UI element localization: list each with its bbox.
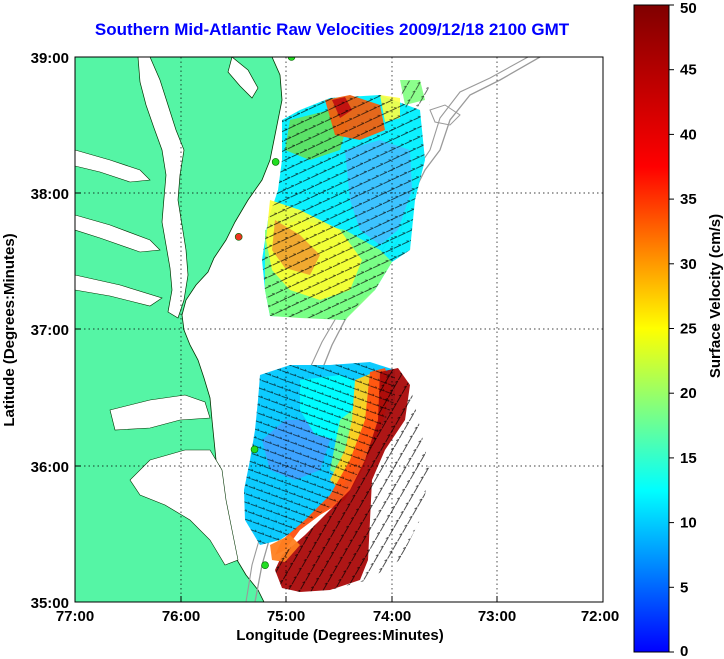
colorbar-tick-label: 40	[680, 126, 697, 143]
station-3	[234, 233, 243, 241]
chesapeake-bay	[137, 57, 189, 319]
y-tick-label: 36:00	[31, 459, 69, 476]
map-title: Southern Mid-Atlantic Raw Velocities 200…	[94, 20, 570, 39]
colorbar-label: Surface Velocity (cm/s)	[707, 214, 724, 378]
velocity-vectors-north	[262, 95, 425, 320]
station-5	[261, 561, 269, 570]
y-tick-label: 37:00	[31, 322, 69, 339]
delaware-bay	[227, 57, 259, 99]
y-tick-label: 38:00	[31, 186, 69, 203]
y-tick-label: 39:00	[31, 50, 69, 67]
station-2	[271, 158, 280, 166]
x-tick-label: 73:00	[478, 608, 516, 625]
x-tick-label: 75:00	[267, 608, 305, 625]
colorbar-tick-label: 50	[680, 0, 697, 17]
velocity-vectors-strong	[275, 368, 430, 592]
colorbar-tick-label: 35	[680, 191, 697, 208]
axis-ticks	[74, 56, 604, 603]
station-markers	[234, 57, 296, 570]
x-axis-label: Longitude (Degrees:Minutes)	[236, 627, 444, 644]
station-1	[287, 57, 296, 61]
velocity-vectors-offshore	[398, 80, 430, 108]
colorbar-tick-label: 45	[680, 62, 697, 79]
grid	[75, 57, 603, 602]
inlet-river-3	[75, 274, 163, 307]
inlet-river-1	[75, 149, 151, 183]
inlet-river-2	[75, 214, 161, 253]
x-tick-label: 76:00	[162, 608, 200, 625]
colorbar-tick-label: 15	[680, 450, 697, 467]
colorbar-tick-label: 5	[680, 579, 688, 596]
y-axis-label: Latitude (Degrees:Minutes)	[1, 233, 18, 426]
colorbar	[633, 4, 670, 653]
x-tick-label: 72:00	[581, 608, 619, 625]
colorbar-tick-label: 25	[680, 321, 697, 338]
y-tick-label: 35:00	[31, 595, 69, 612]
colorbar-tick-label: 10	[680, 515, 697, 532]
colorbar-tick-label: 20	[680, 385, 697, 402]
x-tick-label: 77:00	[56, 608, 94, 625]
albemarle-sound	[109, 394, 211, 431]
station-4	[250, 445, 259, 454]
pamlico-sound	[129, 449, 239, 566]
bathymetry-contour-3	[429, 104, 461, 126]
velocity-vectors-south	[244, 362, 395, 545]
colorbar-tick-label: 30	[680, 256, 697, 273]
colorbar-tick-label: 0	[680, 643, 688, 659]
x-tick-label: 74:00	[373, 608, 411, 625]
